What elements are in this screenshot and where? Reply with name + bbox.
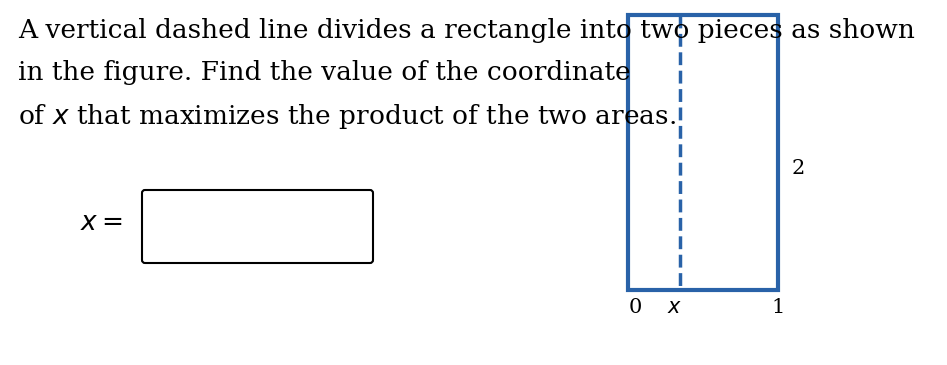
Text: A vertical dashed line divides a rectangle into two pieces as shown: A vertical dashed line divides a rectang… — [18, 18, 915, 43]
Text: 2: 2 — [792, 158, 805, 177]
Text: 1: 1 — [771, 298, 785, 317]
FancyBboxPatch shape — [142, 190, 373, 263]
Text: of $x$ that maximizes the product of the two areas.: of $x$ that maximizes the product of the… — [18, 102, 676, 131]
Text: in the figure. Find the value of the coordinate: in the figure. Find the value of the coo… — [18, 60, 631, 85]
Text: $x$: $x$ — [668, 298, 683, 317]
Bar — [628, 15, 778, 290]
Text: $x =$: $x =$ — [80, 210, 123, 234]
Text: 0: 0 — [628, 298, 642, 317]
